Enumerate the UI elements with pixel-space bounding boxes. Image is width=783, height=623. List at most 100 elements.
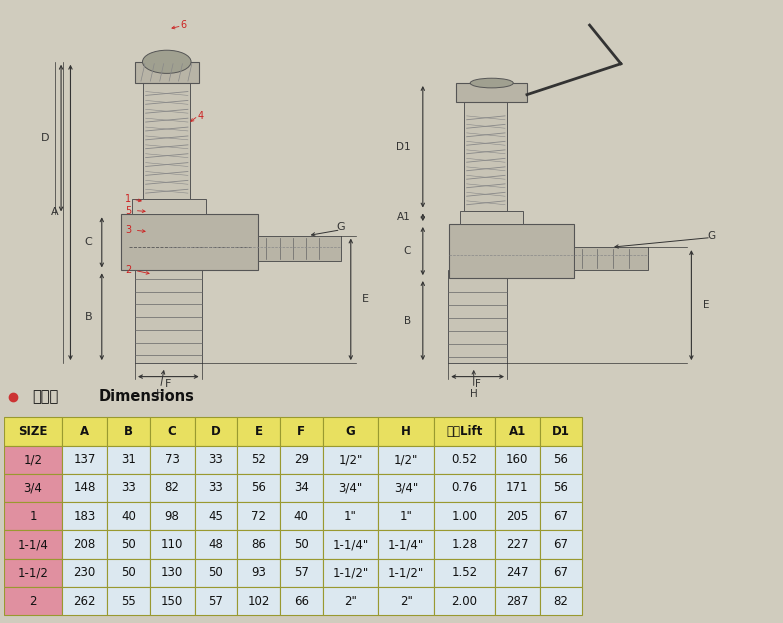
- Bar: [107, 474, 150, 502]
- Bar: [62, 587, 107, 616]
- Bar: [195, 530, 237, 559]
- Text: 0.52: 0.52: [451, 453, 478, 466]
- Bar: [150, 530, 195, 559]
- Text: 1/2: 1/2: [23, 453, 42, 466]
- Bar: [135, 62, 199, 83]
- Text: 67: 67: [554, 510, 568, 523]
- Text: 1.28: 1.28: [451, 538, 478, 551]
- Text: 93: 93: [251, 566, 266, 579]
- Text: F: F: [474, 379, 481, 389]
- Bar: [539, 445, 583, 474]
- Text: 102: 102: [247, 595, 270, 607]
- Text: 130: 130: [161, 566, 183, 579]
- Text: 40: 40: [294, 510, 309, 523]
- Text: 1: 1: [125, 194, 132, 204]
- Text: 2.00: 2.00: [451, 595, 478, 607]
- Text: 57: 57: [208, 595, 223, 607]
- Text: 2": 2": [344, 595, 357, 607]
- Text: D: D: [41, 133, 49, 143]
- Bar: [150, 417, 195, 445]
- Bar: [107, 445, 150, 474]
- Text: 1.00: 1.00: [451, 510, 478, 523]
- Text: 56: 56: [554, 482, 568, 495]
- Bar: [280, 445, 323, 474]
- Text: 82: 82: [164, 482, 179, 495]
- Bar: [323, 559, 378, 587]
- Bar: [460, 211, 523, 224]
- Bar: [539, 587, 583, 616]
- Text: 50: 50: [121, 538, 135, 551]
- Bar: [258, 235, 341, 260]
- Bar: [434, 417, 495, 445]
- Bar: [195, 502, 237, 530]
- Bar: [434, 559, 495, 587]
- Bar: [280, 502, 323, 530]
- Bar: [237, 559, 280, 587]
- Bar: [4, 530, 62, 559]
- Bar: [4, 559, 62, 587]
- Text: 148: 148: [74, 482, 96, 495]
- Text: 33: 33: [208, 453, 223, 466]
- Bar: [378, 474, 434, 502]
- Text: 3/4": 3/4": [338, 482, 363, 495]
- Text: 208: 208: [74, 538, 96, 551]
- Bar: [195, 445, 237, 474]
- Text: E: E: [362, 294, 369, 305]
- Bar: [237, 587, 280, 616]
- Bar: [135, 263, 202, 363]
- Bar: [107, 587, 150, 616]
- Bar: [195, 417, 237, 445]
- Bar: [378, 587, 434, 616]
- Bar: [495, 587, 539, 616]
- Bar: [323, 587, 378, 616]
- Text: 67: 67: [554, 566, 568, 579]
- Bar: [237, 445, 280, 474]
- Text: 86: 86: [251, 538, 266, 551]
- Bar: [539, 417, 583, 445]
- Bar: [150, 587, 195, 616]
- Text: 183: 183: [74, 510, 96, 523]
- Text: 1: 1: [29, 510, 37, 523]
- Bar: [434, 445, 495, 474]
- Text: G: G: [707, 231, 715, 240]
- Bar: [4, 587, 62, 616]
- Text: 230: 230: [74, 566, 96, 579]
- Text: 50: 50: [121, 566, 135, 579]
- Bar: [195, 587, 237, 616]
- Text: 98: 98: [164, 510, 179, 523]
- Text: H: H: [470, 389, 478, 399]
- Bar: [107, 417, 150, 445]
- Text: 33: 33: [208, 482, 223, 495]
- Bar: [378, 445, 434, 474]
- Bar: [195, 474, 237, 502]
- Bar: [4, 417, 62, 445]
- Text: 72: 72: [251, 510, 266, 523]
- Bar: [539, 530, 583, 559]
- Bar: [495, 474, 539, 502]
- Text: Dimensions: Dimensions: [99, 389, 194, 404]
- Text: G: G: [337, 222, 345, 232]
- Text: E: E: [703, 300, 709, 310]
- Text: 50: 50: [294, 538, 309, 551]
- Text: 262: 262: [74, 595, 96, 607]
- Text: 2: 2: [125, 265, 132, 275]
- Bar: [323, 530, 378, 559]
- Text: C: C: [85, 237, 92, 247]
- Bar: [280, 559, 323, 587]
- Text: 1/2": 1/2": [338, 453, 363, 466]
- Bar: [195, 559, 237, 587]
- Text: 1": 1": [344, 510, 357, 523]
- Bar: [107, 502, 150, 530]
- Bar: [150, 502, 195, 530]
- Bar: [62, 530, 107, 559]
- Bar: [62, 559, 107, 587]
- Bar: [132, 199, 206, 214]
- Bar: [150, 445, 195, 474]
- Text: 2": 2": [400, 595, 413, 607]
- Text: 5: 5: [125, 206, 132, 216]
- Bar: [495, 417, 539, 445]
- Bar: [323, 502, 378, 530]
- Bar: [150, 474, 195, 502]
- Bar: [378, 530, 434, 559]
- Text: 227: 227: [506, 538, 529, 551]
